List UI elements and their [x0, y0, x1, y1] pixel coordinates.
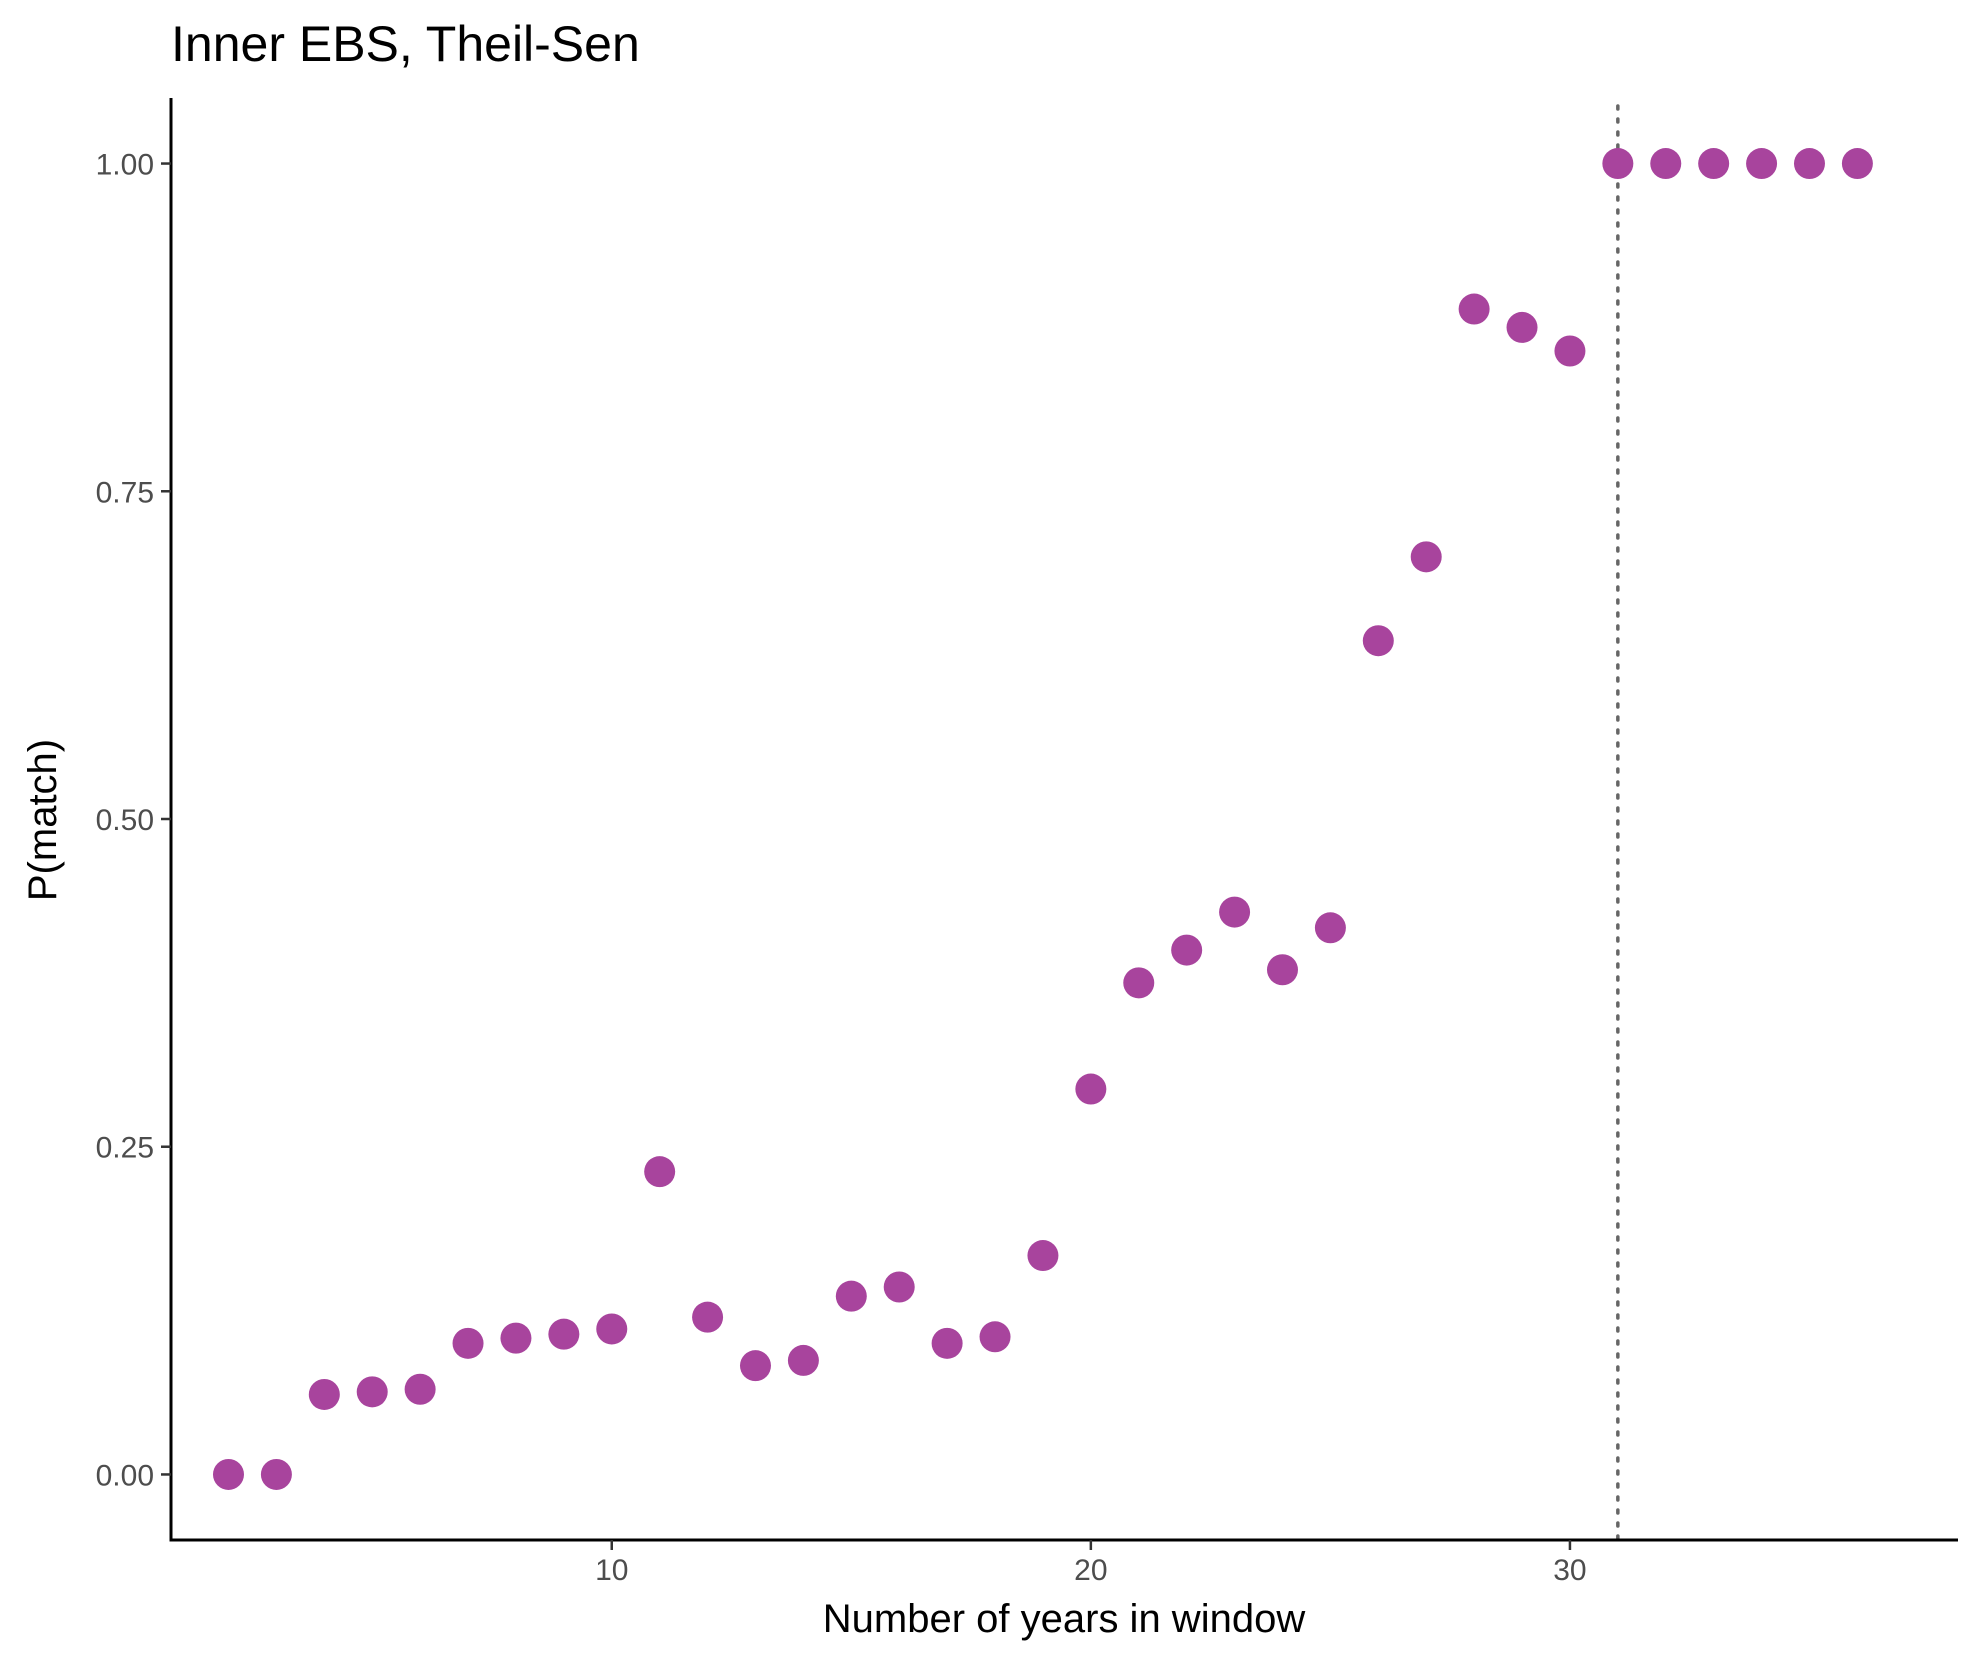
data-point	[835, 1280, 867, 1312]
data-point	[1602, 148, 1634, 180]
data-point	[1554, 335, 1586, 367]
data-point	[1075, 1073, 1107, 1105]
y-tick-label: 0.25	[96, 1132, 154, 1165]
data-point	[500, 1322, 532, 1354]
y-axis-title: P(match)	[21, 739, 65, 901]
data-point	[308, 1378, 340, 1410]
data-point	[548, 1318, 580, 1350]
data-point	[1171, 934, 1203, 966]
data-point	[739, 1350, 771, 1382]
data-point	[1506, 311, 1538, 343]
data-point	[1314, 912, 1346, 944]
y-tick-label: 1.00	[96, 149, 154, 182]
data-point	[1219, 896, 1251, 928]
y-tick-label: 0.00	[96, 1459, 154, 1492]
x-tick-label: 10	[595, 1554, 628, 1587]
y-tick-label: 0.50	[96, 804, 154, 837]
x-tick-label: 20	[1074, 1554, 1107, 1587]
data-point	[596, 1313, 628, 1345]
data-point	[452, 1327, 484, 1359]
data-point	[1362, 625, 1394, 657]
data-point	[356, 1376, 388, 1408]
x-axis-title: Number of years in window	[823, 1597, 1306, 1641]
data-point	[1698, 148, 1730, 180]
y-tick-label: 0.75	[96, 476, 154, 509]
data-point	[260, 1458, 292, 1490]
x-tick-label: 30	[1553, 1554, 1586, 1587]
data-point	[931, 1327, 963, 1359]
data-point	[1410, 541, 1442, 573]
data-point	[1650, 148, 1682, 180]
chart-title: Inner EBS, Theil-Sen	[171, 16, 640, 72]
data-point	[1746, 148, 1778, 180]
data-point	[1123, 967, 1155, 999]
data-point	[883, 1271, 915, 1303]
data-point	[979, 1321, 1011, 1353]
data-point	[212, 1458, 244, 1490]
data-point	[404, 1373, 436, 1405]
data-point	[692, 1301, 724, 1333]
data-point	[787, 1344, 819, 1376]
data-point	[1027, 1240, 1059, 1272]
x-axis-ticks: 10 20 30	[595, 1540, 1587, 1587]
data-point	[1841, 148, 1873, 180]
data-point	[1793, 148, 1825, 180]
plot-area	[212, 104, 1873, 1542]
data-point	[1266, 954, 1298, 986]
data-point	[1458, 293, 1490, 325]
data-point	[644, 1156, 676, 1188]
y-axis-ticks: 0.00 0.25 0.50 0.75 1.00	[96, 149, 171, 1492]
